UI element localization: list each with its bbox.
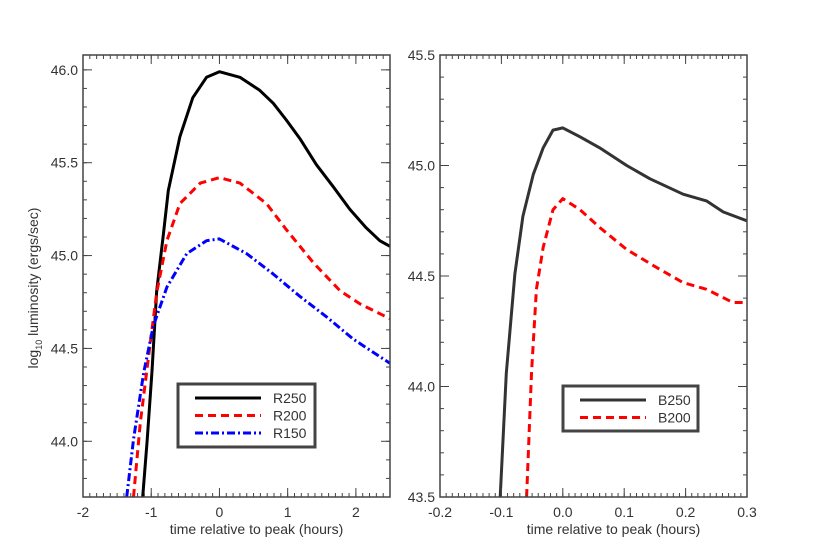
- y-label-subscript: 10: [34, 340, 44, 350]
- legend-label-R150: R150: [273, 425, 307, 441]
- x-tick-label: -1: [145, 504, 158, 520]
- y-tick-label: 44.0: [51, 433, 78, 449]
- y-axis-label: log10 luminosity (ergs/sec): [25, 208, 44, 369]
- x-tick-label: 0: [216, 504, 224, 520]
- legend: B250 B200: [561, 384, 700, 433]
- y-tick-label: 45.0: [51, 248, 78, 264]
- x-tick-label: 1: [284, 504, 292, 520]
- series-line-R250: [141, 70, 390, 497]
- y-tick-label: 43.5: [408, 489, 435, 505]
- x-axis-label: time relative to peak (hours): [170, 521, 344, 537]
- series-line-B250: [498, 126, 747, 497]
- series-line-R150: [125, 237, 390, 497]
- x-axis-label: time relative to peak (hours): [527, 521, 701, 537]
- legend-label-R200: R200: [273, 408, 307, 424]
- x-tick-label: 0.1: [614, 504, 634, 520]
- legend-box: [561, 384, 700, 433]
- y-tick-label: 44.0: [408, 379, 435, 395]
- plot-frame: [82, 54, 391, 498]
- panel-1: -2 -1 0 1 2 44.0 44.5 45.0 45.5 46.0 time relative…: [25, 54, 391, 537]
- x-tick-label: -0.2: [428, 504, 452, 520]
- series-line-R200: [132, 176, 390, 497]
- y-tick-label: 44.5: [408, 268, 435, 284]
- x-tick-label: -0.1: [489, 504, 513, 520]
- x-tick-label: 0.3: [737, 504, 757, 520]
- panel-2: -0.2 -0.1 0.0 0.1 0.2 0.3 43.5 44.0 44.5 45.0 45.5…: [408, 47, 757, 537]
- legend-label-B250: B250: [658, 392, 691, 408]
- y-label-log: log: [25, 350, 41, 369]
- x-tick-label: -2: [77, 504, 90, 520]
- series-line-B200: [525, 197, 747, 497]
- y-tick-label: 46.0: [51, 62, 78, 78]
- y-tick-label: 45.5: [408, 47, 435, 63]
- legend-label-B200: B200: [658, 410, 691, 426]
- y-tick-label: 45.5: [51, 155, 78, 171]
- y-label-rest: luminosity (ergs/sec): [25, 208, 41, 340]
- legend-label-R250: R250: [273, 390, 307, 406]
- x-tick-label: 0.2: [676, 504, 696, 520]
- y-tick-label: 44.5: [51, 340, 78, 356]
- x-tick-label: 2: [352, 504, 360, 520]
- y-tick-label: 45.0: [408, 158, 435, 174]
- x-tick-label: 0.0: [553, 504, 573, 520]
